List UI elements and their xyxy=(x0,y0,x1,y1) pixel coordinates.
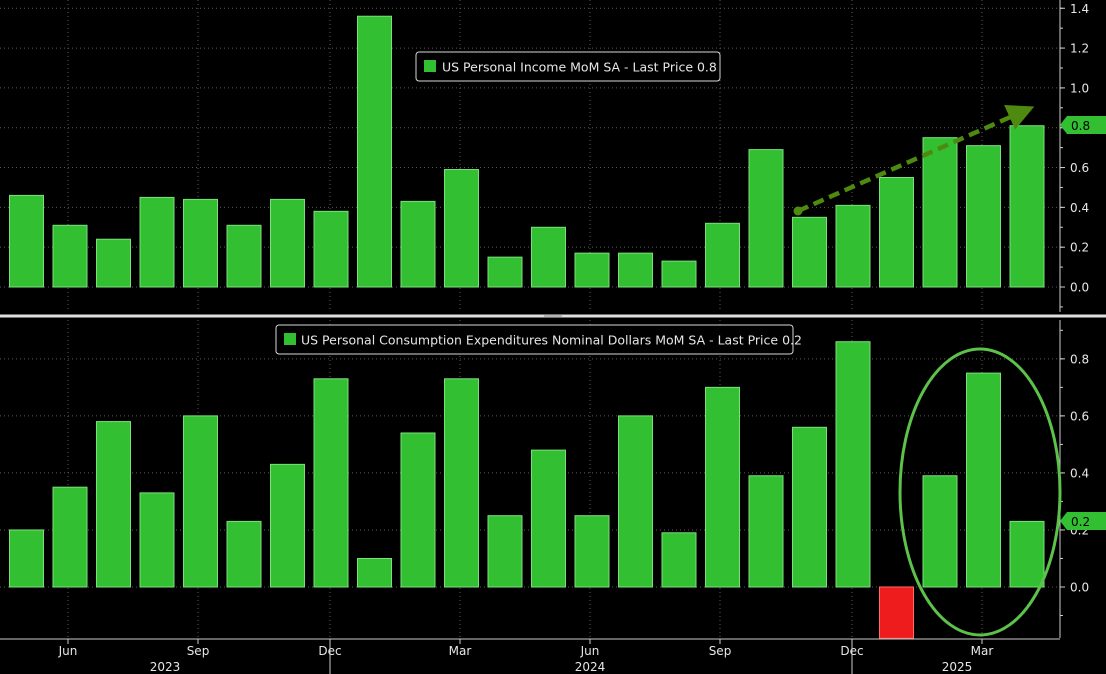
bottom-last-price-tag: 0.2 xyxy=(1060,512,1106,530)
top-legend[interactable]: US Personal Income MoM SA - Last Price 0… xyxy=(415,51,721,82)
bar[interactable] xyxy=(400,200,436,288)
x-month-label: Sep xyxy=(709,644,732,658)
bar[interactable] xyxy=(96,421,131,588)
y-tick-label: 0.6 xyxy=(1070,161,1089,175)
bar[interactable] xyxy=(966,145,1001,288)
bar[interactable] xyxy=(531,449,566,588)
y-tick-label: 1.0 xyxy=(1070,81,1089,95)
bar[interactable] xyxy=(835,204,871,288)
bar[interactable] xyxy=(748,475,784,588)
x-month-label: Jun xyxy=(580,644,600,658)
bar[interactable] xyxy=(139,196,175,288)
bar[interactable] xyxy=(1009,520,1045,588)
top-last-price: 0.8 xyxy=(1071,119,1090,133)
bar[interactable] xyxy=(487,256,523,288)
bar[interactable] xyxy=(270,198,305,288)
x-month-label: Mar xyxy=(449,644,472,658)
x-month-label: Sep xyxy=(187,644,210,658)
y-tick-label: 1.2 xyxy=(1070,42,1089,56)
top-panel-grid xyxy=(0,0,1060,312)
bar[interactable] xyxy=(922,137,958,288)
bar[interactable] xyxy=(96,238,131,288)
x-year-label: 2024 xyxy=(575,660,606,674)
top-last-price-tag: 0.8 xyxy=(1060,116,1106,134)
y-tick-label: 0.0 xyxy=(1070,581,1089,595)
bottom-legend-label: US Personal Consumption Expenditures Nom… xyxy=(301,333,802,348)
bottom-last-price: 0.2 xyxy=(1071,515,1090,529)
y-tick-label: 0.6 xyxy=(1070,409,1089,423)
bar[interactable] xyxy=(487,515,523,588)
bar[interactable] xyxy=(618,252,653,288)
bar[interactable] xyxy=(531,226,566,288)
bar[interactable] xyxy=(183,415,218,588)
x-year-label: 2023 xyxy=(150,660,181,674)
bar[interactable] xyxy=(226,224,262,288)
bottom-panel-bars xyxy=(9,341,1045,639)
y-tick-label: 0.4 xyxy=(1070,201,1089,215)
bar[interactable] xyxy=(792,216,827,288)
bar[interactable] xyxy=(444,378,479,588)
bar[interactable] xyxy=(661,260,697,288)
bar-negative[interactable] xyxy=(879,586,914,639)
bar[interactable] xyxy=(313,210,349,288)
y-tick-label: 0.4 xyxy=(1070,466,1089,480)
y-tick-label: 0.8 xyxy=(1070,352,1089,366)
bar[interactable] xyxy=(879,176,914,288)
top-legend-label: US Personal Income MoM SA - Last Price 0… xyxy=(442,60,717,75)
bar[interactable] xyxy=(835,341,871,588)
bar[interactable] xyxy=(357,15,392,288)
bar[interactable] xyxy=(139,492,175,588)
bar[interactable] xyxy=(226,520,262,588)
bar[interactable] xyxy=(574,515,610,588)
bar[interactable] xyxy=(9,194,44,288)
bottom-legend[interactable]: US Personal Consumption Expenditures Nom… xyxy=(275,324,802,355)
bottom-panel-y-axis: 0.0 0.2 0.4 0.6 0.8 xyxy=(1059,320,1089,638)
bar[interactable] xyxy=(52,224,88,288)
y-tick-label: 0.2 xyxy=(1070,241,1089,255)
trend-arrow-start xyxy=(793,206,803,216)
bar[interactable] xyxy=(400,432,436,588)
highlight-ellipse xyxy=(898,347,1062,637)
top-legend-swatch xyxy=(424,60,436,72)
bar[interactable] xyxy=(792,426,827,588)
bar[interactable] xyxy=(661,532,697,588)
x-year-label: 2025 xyxy=(942,660,973,674)
bar[interactable] xyxy=(270,463,305,588)
x-month-label: Jun xyxy=(58,644,78,658)
top-panel-bars xyxy=(9,15,1045,288)
bar[interactable] xyxy=(313,378,349,588)
bar[interactable] xyxy=(9,529,44,588)
bar[interactable] xyxy=(1009,125,1045,288)
x-month-label: Mar xyxy=(971,644,994,658)
trend-arrow xyxy=(797,105,1035,214)
bar[interactable] xyxy=(705,222,740,288)
bar[interactable] xyxy=(357,557,392,588)
bar[interactable] xyxy=(922,475,958,588)
y-tick-label: 1.4 xyxy=(1070,2,1089,16)
bar[interactable] xyxy=(705,386,740,588)
bar[interactable] xyxy=(618,415,653,588)
bar[interactable] xyxy=(52,486,88,588)
bar[interactable] xyxy=(574,252,610,288)
bar[interactable] xyxy=(183,198,218,288)
bottom-legend-swatch xyxy=(284,333,296,345)
bar[interactable] xyxy=(966,372,1001,588)
y-tick-label: 0.0 xyxy=(1070,281,1089,295)
bar[interactable] xyxy=(748,149,784,288)
bar[interactable] xyxy=(444,169,479,288)
